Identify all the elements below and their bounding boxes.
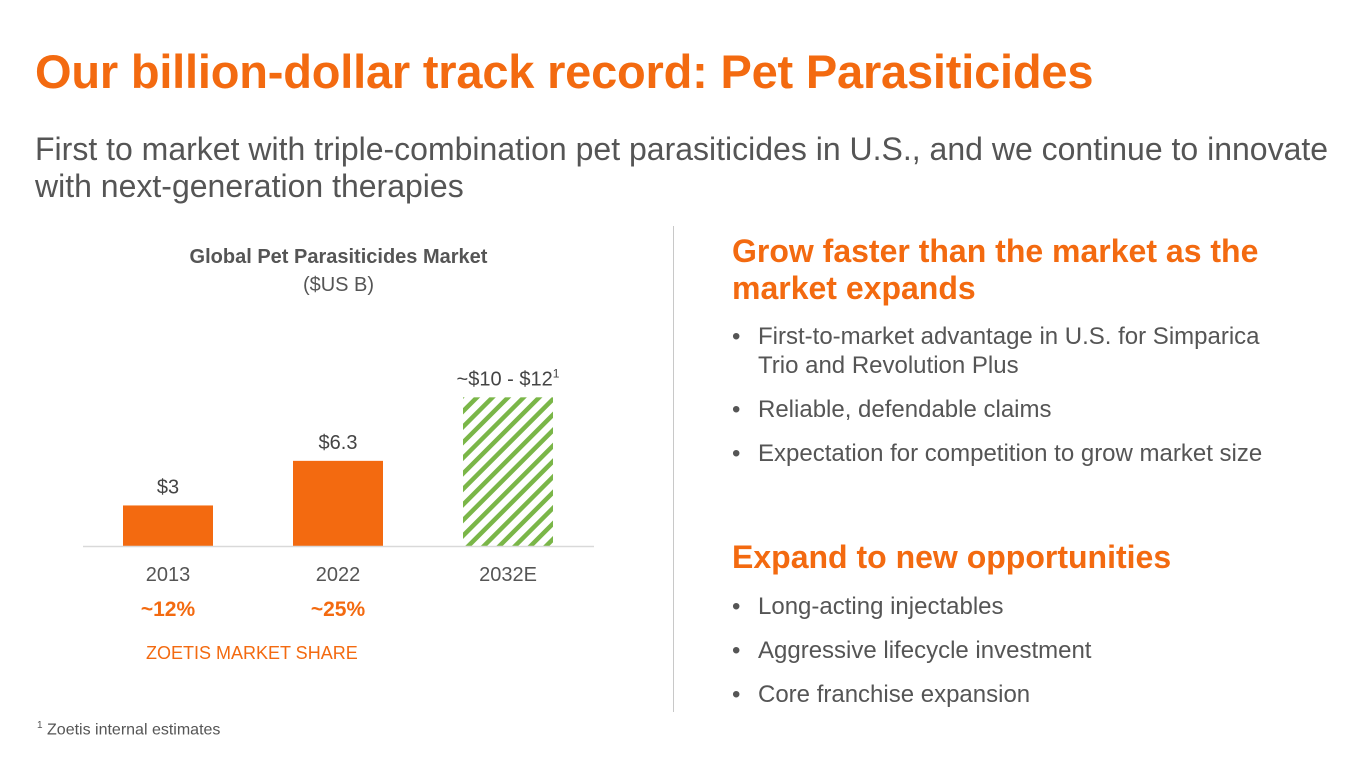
bullet-icon: • [732, 323, 741, 350]
section-heading-expand: Expand to new opportunities [732, 539, 1172, 575]
footnote-text: Zoetis internal estimates [47, 721, 221, 739]
bar-chart: $3 2013 $6.3 2022 ~$10 - $121 2032E [83, 366, 594, 586]
data-label-2032E: ~$10 - $121 [457, 366, 560, 390]
list-item: • Aggressive lifecycle investment [732, 636, 1292, 665]
slide-subtitle: First to market with triple-combination … [35, 131, 1329, 204]
footnote: 1 Zoetis internal estimates [37, 720, 220, 739]
bullet-text: Expectation for competition to grow mark… [758, 440, 1263, 467]
list-item: • Expectation for competition to grow mar… [732, 439, 1292, 468]
bullet-icon: • [732, 440, 741, 467]
bullet-icon: • [732, 593, 741, 620]
bullet-text: First-to-market advantage in U.S. for Si… [758, 323, 1260, 379]
data-label-2022: $6.3 [319, 432, 358, 454]
list-item: • First-to-market advantage in U.S. for S… [732, 322, 1292, 380]
data-label-2013: $3 [157, 476, 179, 498]
list-item: • Reliable, defendable claims [732, 395, 1292, 424]
bar-2013 [123, 505, 213, 546]
chart-title: Global Pet Parasiticides Market [189, 246, 488, 268]
bullet-icon: • [732, 637, 741, 664]
x-tick-label-2032E: 2032E [479, 564, 537, 586]
market-share-2013: ~12% [140, 598, 196, 621]
bullet-text: Long-acting injectables [758, 593, 1004, 620]
market-share-2022: ~25% [310, 598, 366, 621]
bullet-icon: • [732, 681, 741, 708]
chart-unit-label: ($US B) [302, 274, 375, 296]
bar-2022 [293, 460, 383, 546]
bullet-list-expand: • Long-acting injectables • Aggressive lif… [732, 592, 1292, 724]
list-item: • Long-acting injectables [732, 592, 1292, 621]
section-heading-grow: Grow faster than the market as the marke… [732, 233, 1259, 306]
bullet-text: Core franchise expansion [758, 681, 1031, 708]
bar-2032E [463, 397, 553, 546]
bullet-list-grow: • First-to-market advantage in U.S. for S… [732, 322, 1292, 483]
x-tick-label-2022: 2022 [316, 564, 361, 586]
column-divider [673, 226, 674, 712]
list-item: • Core franchise expansion [732, 680, 1292, 709]
bullet-text: Aggressive lifecycle investment [758, 637, 1092, 664]
market-share-label: ZOETIS MARKET SHARE [146, 643, 358, 663]
bullet-icon: • [732, 396, 741, 423]
x-tick-label-2013: 2013 [146, 564, 191, 586]
footnote-marker: 1 [37, 720, 43, 731]
footnote-marker: 1 [553, 366, 560, 380]
bullet-text: Reliable, defendable claims [758, 396, 1052, 423]
slide-title: Our billion-dollar track record: Pet Par… [35, 45, 1094, 98]
